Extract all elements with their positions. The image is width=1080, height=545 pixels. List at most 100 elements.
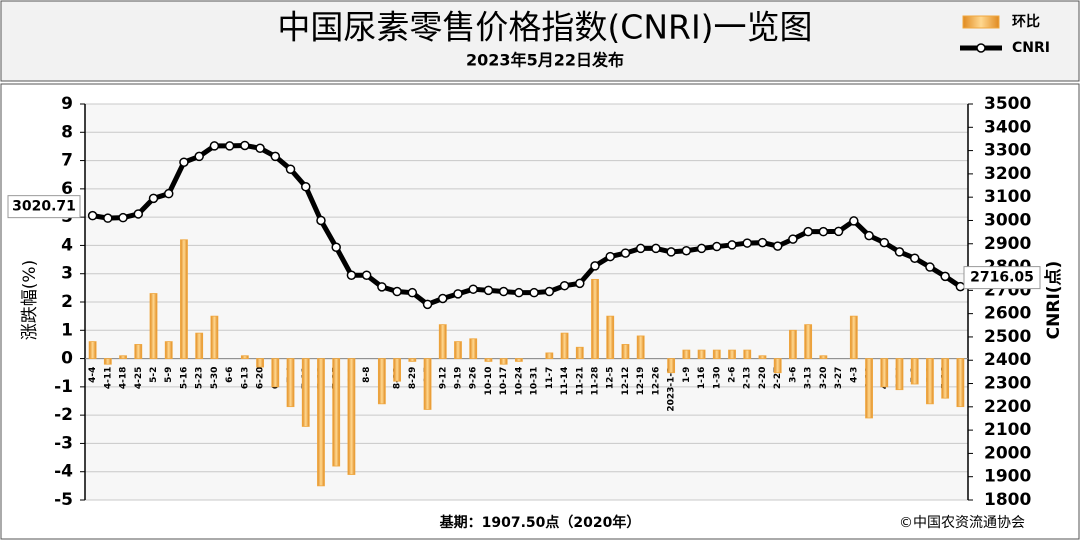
y2-tick-label: 3400 bbox=[984, 117, 1031, 137]
x-tick-label: 11-21 bbox=[575, 367, 585, 396]
y2-tick-label: 3200 bbox=[984, 164, 1031, 184]
bar bbox=[682, 349, 691, 359]
y2-axis-title: CNRI(点) bbox=[1043, 261, 1064, 340]
bar bbox=[575, 346, 584, 359]
line-marker bbox=[392, 286, 402, 297]
x-tick-label: 10-31 bbox=[530, 367, 540, 396]
x-tick-label: 4-25 bbox=[134, 367, 144, 390]
bar bbox=[408, 358, 417, 362]
line-marker bbox=[925, 262, 935, 272]
line-marker bbox=[118, 212, 128, 223]
line-marker bbox=[955, 281, 966, 292]
line-marker bbox=[422, 299, 433, 310]
y2-tick-label: 3000 bbox=[984, 210, 1031, 230]
line-marker bbox=[849, 216, 859, 226]
y2-tick-label: 2100 bbox=[984, 420, 1031, 440]
bar bbox=[545, 352, 554, 359]
line-marker bbox=[301, 181, 311, 192]
line-marker bbox=[270, 151, 281, 162]
y2-tick-label: 1800 bbox=[984, 490, 1031, 510]
bar bbox=[743, 349, 752, 359]
bar bbox=[180, 239, 188, 359]
x-tick-label: 11-28 bbox=[591, 367, 601, 396]
line-marker bbox=[483, 285, 494, 296]
line-marker bbox=[651, 243, 661, 254]
header-box bbox=[0, 0, 1080, 82]
y2-tick-label: 3100 bbox=[984, 187, 1031, 207]
bar bbox=[773, 358, 782, 374]
bar bbox=[469, 338, 478, 359]
line-marker bbox=[788, 234, 798, 244]
bar bbox=[286, 358, 295, 408]
value-label-box bbox=[7, 195, 81, 219]
x-tick-label: 4-3 bbox=[849, 367, 859, 383]
x-tick-label: 5-23 bbox=[195, 367, 205, 390]
bar bbox=[195, 332, 204, 359]
line-marker bbox=[148, 193, 159, 204]
bar bbox=[332, 358, 341, 467]
x-tick-label: 5-30 bbox=[210, 367, 220, 390]
x-tick-label: 6-6 bbox=[225, 367, 235, 383]
x-tick-label: 10-17 bbox=[499, 367, 509, 396]
x-tick-label: 3-20 bbox=[819, 367, 829, 390]
bar bbox=[728, 349, 736, 359]
x-tick-label: 3-6 bbox=[788, 367, 798, 383]
bar bbox=[88, 341, 97, 359]
x-tick-label: 11-14 bbox=[560, 367, 570, 396]
line-marker bbox=[879, 237, 890, 248]
line-marker bbox=[803, 226, 813, 237]
x-tick-label: 12-5 bbox=[606, 367, 616, 390]
line bbox=[92, 142, 962, 307]
bar bbox=[454, 341, 462, 359]
bar bbox=[712, 349, 721, 359]
y-tick-label: 0 bbox=[61, 349, 73, 369]
bar bbox=[317, 358, 325, 487]
line-marker bbox=[742, 238, 752, 248]
bar bbox=[758, 355, 767, 359]
y2-tick-label: 1900 bbox=[984, 467, 1031, 487]
line-marker bbox=[316, 215, 326, 226]
bar bbox=[164, 341, 173, 359]
bar bbox=[438, 324, 447, 359]
y-tick-label: 9 bbox=[61, 94, 73, 114]
bar bbox=[347, 358, 356, 475]
y2-tick-label: 2000 bbox=[984, 443, 1031, 463]
chart-title: 中国尿素零售价格指数(CNRI)一览图 bbox=[277, 8, 812, 47]
line-marker bbox=[772, 241, 783, 251]
line-marker bbox=[209, 141, 220, 151]
line-marker bbox=[194, 151, 204, 162]
y2-tick-label: 2200 bbox=[984, 397, 1031, 417]
line-marker bbox=[331, 242, 341, 253]
y-tick-label: 8 bbox=[61, 122, 73, 142]
y-tick-label: 3 bbox=[61, 264, 73, 284]
line-marker bbox=[727, 240, 737, 250]
y-tick-label: 6 bbox=[61, 179, 73, 199]
line-marker bbox=[453, 289, 463, 299]
value-label: 3020.71 bbox=[12, 199, 76, 215]
line-marker bbox=[833, 226, 844, 237]
y-tick-label: -4 bbox=[54, 462, 73, 482]
y-tick-label: -2 bbox=[54, 405, 73, 425]
y-tick-label: -1 bbox=[54, 377, 73, 397]
bar bbox=[256, 358, 264, 368]
y2-tick-label: 2300 bbox=[984, 374, 1031, 394]
x-tick-label: 4-4 bbox=[88, 367, 98, 383]
line-marker bbox=[635, 243, 646, 254]
bar bbox=[484, 358, 493, 362]
line-marker bbox=[909, 253, 920, 263]
bar bbox=[393, 358, 401, 382]
x-tick-label: 6-13 bbox=[240, 367, 250, 390]
line-marker bbox=[163, 188, 174, 199]
x-tick-label: 10-24 bbox=[514, 367, 524, 396]
line-marker bbox=[864, 230, 874, 241]
bar bbox=[119, 355, 127, 359]
y2-tick-label: 2400 bbox=[984, 350, 1031, 370]
line-marker bbox=[498, 286, 509, 297]
line-marker bbox=[407, 287, 418, 298]
x-tick-label: 1-16 bbox=[697, 367, 707, 390]
bar bbox=[895, 358, 904, 391]
x-tick-label: 8-29 bbox=[408, 367, 418, 390]
x-tick-label: 4-18 bbox=[119, 367, 129, 390]
line-marker bbox=[438, 293, 448, 304]
x-tick-label: 2-6 bbox=[728, 367, 738, 383]
